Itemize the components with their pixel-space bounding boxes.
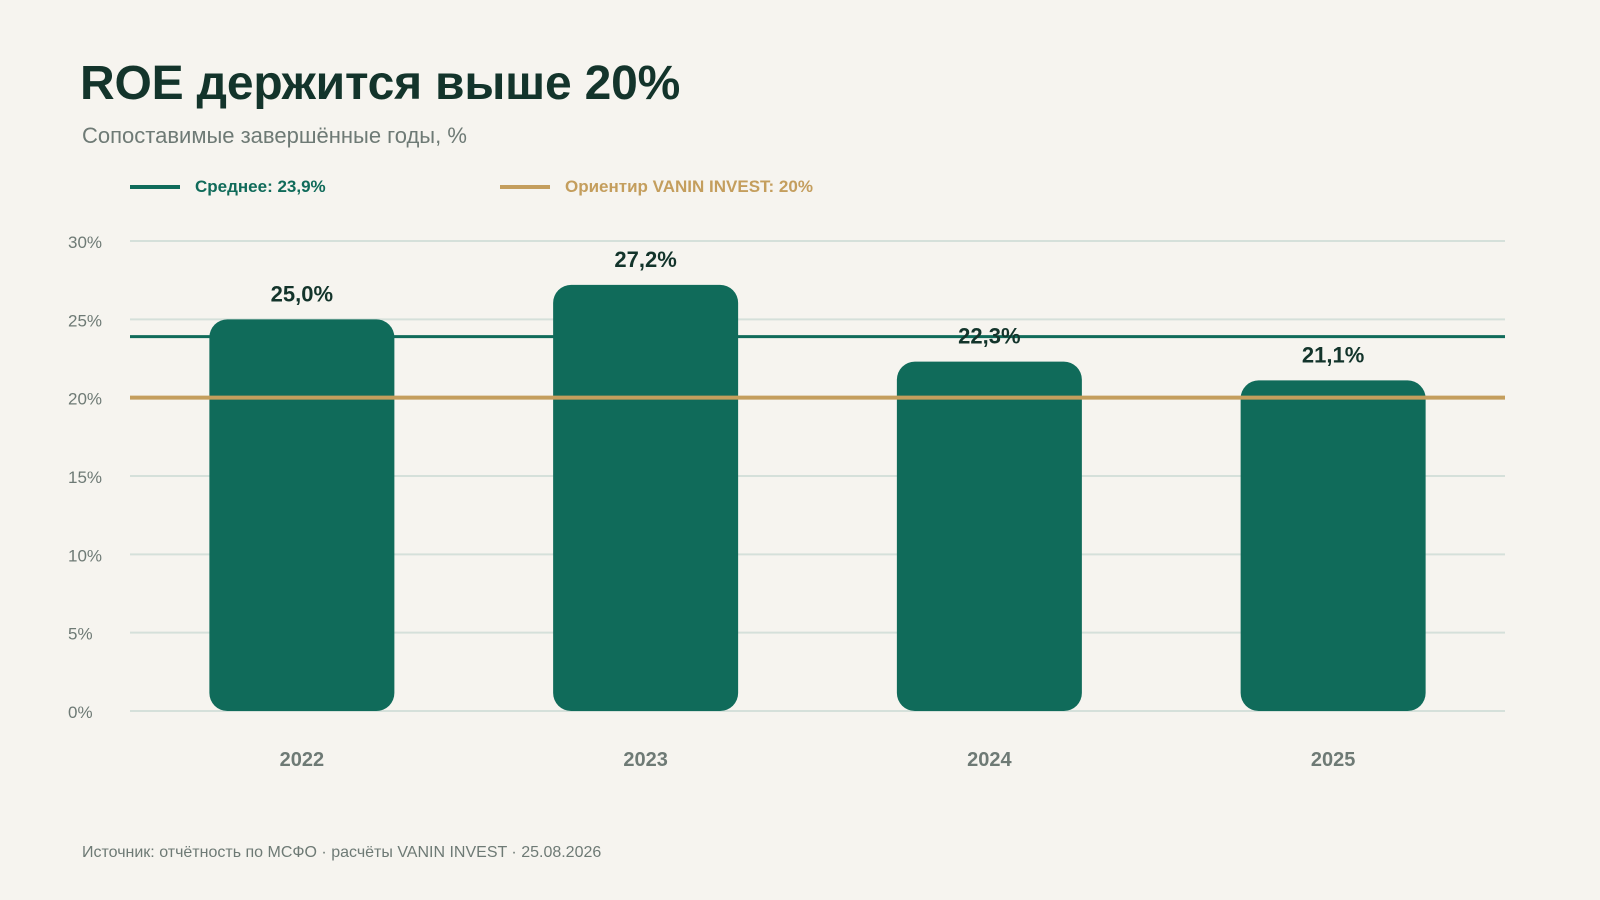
legend-target: Ориентир VANIN INVEST: 20% [500, 177, 813, 197]
y-tick-label: 20% [68, 390, 102, 409]
x-tick-label: 2024 [967, 749, 1012, 771]
x-tick-label: 2023 [623, 749, 668, 771]
y-tick-label: 5% [68, 625, 93, 644]
bar [1240, 380, 1426, 711]
legend-average: Среднее: 23,9% [130, 177, 326, 197]
bar-value-label: 27,2% [614, 247, 676, 272]
bar [209, 319, 395, 711]
y-tick-label: 0% [68, 703, 93, 722]
y-tick-label: 30% [68, 233, 102, 252]
bar-value-label: 21,1% [1302, 342, 1364, 367]
y-tick-label: 15% [68, 468, 102, 487]
bar-value-label: 22,3% [958, 324, 1020, 349]
legend-target-label: Ориентир VANIN INVEST: 20% [565, 177, 813, 196]
legend-average-swatch [130, 185, 180, 189]
chart-title: ROE держится выше 20% [80, 57, 681, 110]
legend-average-label: Среднее: 23,9% [195, 177, 326, 196]
bar-value-label: 25,0% [271, 281, 333, 306]
chart-subtitle: Сопоставимые завершённые годы, % [82, 123, 467, 148]
y-tick-label: 10% [68, 546, 102, 565]
source-note: Источник: отчётность по МСФО · расчёты V… [82, 844, 602, 861]
x-tick-label: 2025 [1311, 749, 1356, 771]
y-tick-label: 25% [68, 311, 102, 330]
x-tick-label: 2022 [280, 749, 325, 771]
bar [553, 284, 739, 711]
legend-target-swatch [500, 185, 550, 189]
bar [896, 361, 1082, 711]
